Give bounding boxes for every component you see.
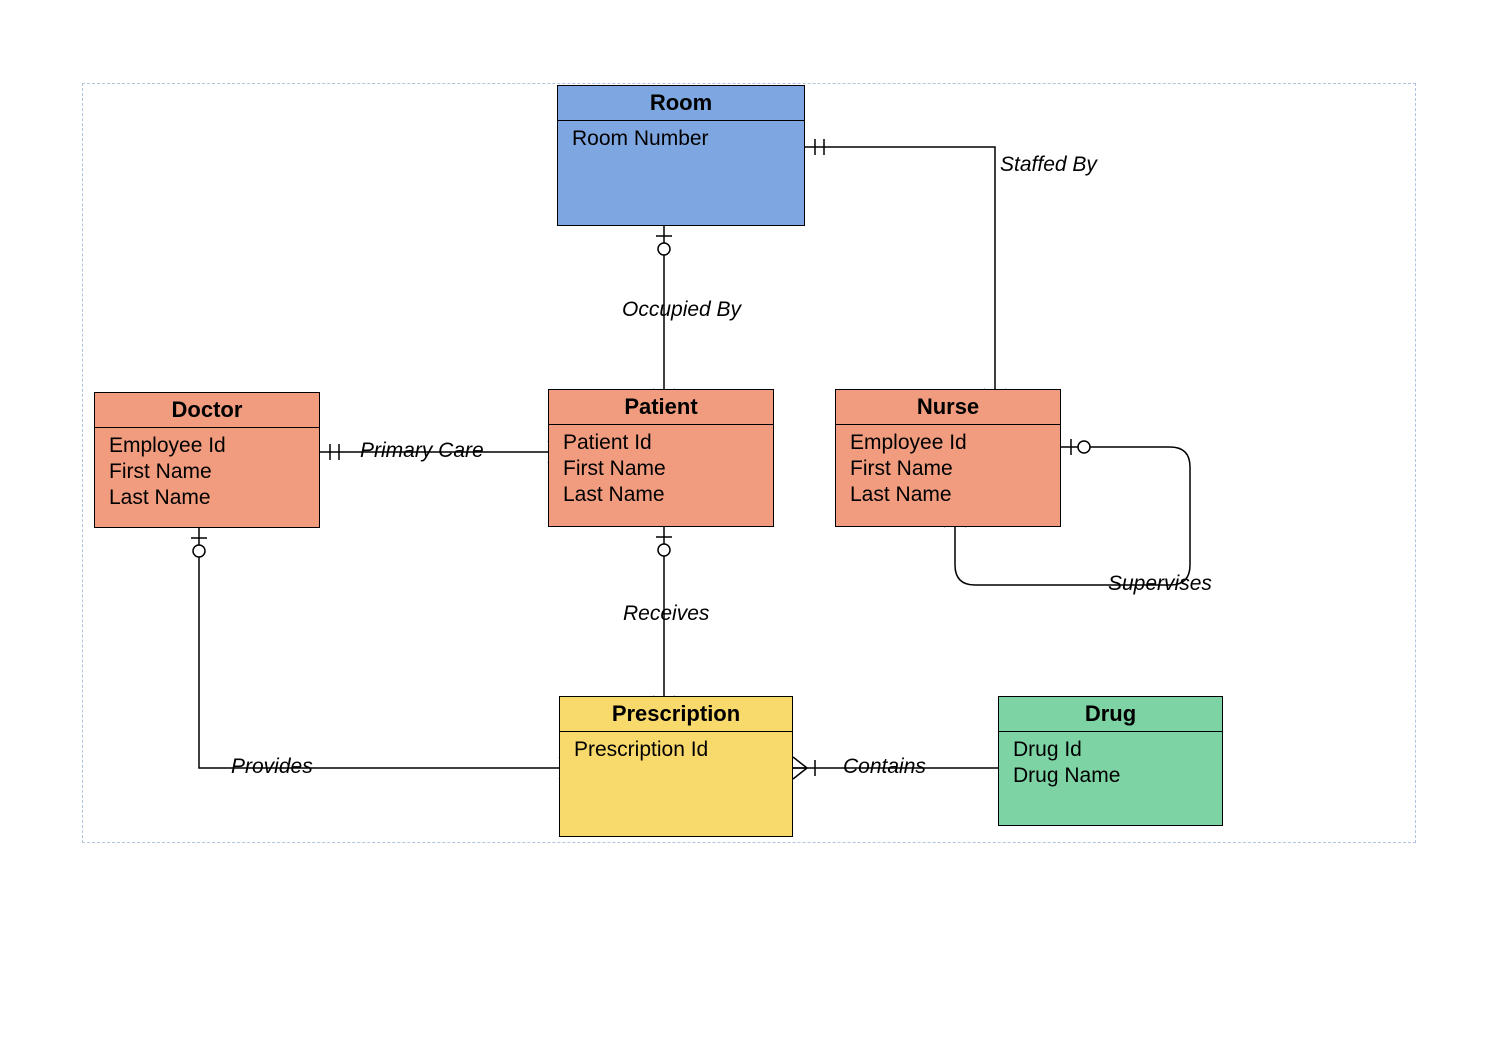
entity-attr: Drug Name xyxy=(1013,764,1208,788)
entity-nurse-title: Nurse xyxy=(836,390,1060,425)
entity-room: Room Room Number xyxy=(557,85,805,226)
entity-attr: First Name xyxy=(563,457,759,481)
entity-room-attrs: Room Number xyxy=(558,121,804,225)
entity-attr: Employee Id xyxy=(109,434,305,458)
entity-attr: Last Name xyxy=(850,483,1046,507)
entity-prescription: Prescription Prescription Id xyxy=(559,696,793,837)
entity-nurse-attrs: Employee IdFirst NameLast Name xyxy=(836,425,1060,526)
entity-prescription-title: Prescription xyxy=(560,697,792,732)
entity-patient-attrs: Patient IdFirst NameLast Name xyxy=(549,425,773,526)
entity-attr: Employee Id xyxy=(850,431,1046,455)
entity-drug-attrs: Drug IdDrug Name xyxy=(999,732,1222,825)
entity-attr: Prescription Id xyxy=(574,738,778,762)
label-contains: Contains xyxy=(843,755,926,779)
entity-patient: Patient Patient IdFirst NameLast Name xyxy=(548,389,774,527)
entity-drug-title: Drug xyxy=(999,697,1222,732)
label-primary-care: Primary Care xyxy=(360,439,484,463)
entity-room-title: Room xyxy=(558,86,804,121)
entity-prescription-attrs: Prescription Id xyxy=(560,732,792,836)
entity-attr: Room Number xyxy=(572,127,790,151)
entity-doctor-title: Doctor xyxy=(95,393,319,428)
label-staffed-by: Staffed By xyxy=(1000,153,1097,177)
entity-nurse: Nurse Employee IdFirst NameLast Name xyxy=(835,389,1061,527)
entity-attr: First Name xyxy=(850,457,1046,481)
entity-attr: First Name xyxy=(109,460,305,484)
label-occupied-by: Occupied By xyxy=(622,298,741,322)
entity-attr: Drug Id xyxy=(1013,738,1208,762)
entity-drug: Drug Drug IdDrug Name xyxy=(998,696,1223,826)
entity-patient-title: Patient xyxy=(549,390,773,425)
entity-attr: Last Name xyxy=(109,486,305,510)
entity-doctor-attrs: Employee IdFirst NameLast Name xyxy=(95,428,319,527)
label-provides: Provides xyxy=(231,755,313,779)
label-receives: Receives xyxy=(623,602,709,626)
label-supervises: Supervises xyxy=(1108,572,1212,596)
entity-attr: Patient Id xyxy=(563,431,759,455)
entity-doctor: Doctor Employee IdFirst NameLast Name xyxy=(94,392,320,528)
entity-attr: Last Name xyxy=(563,483,759,507)
